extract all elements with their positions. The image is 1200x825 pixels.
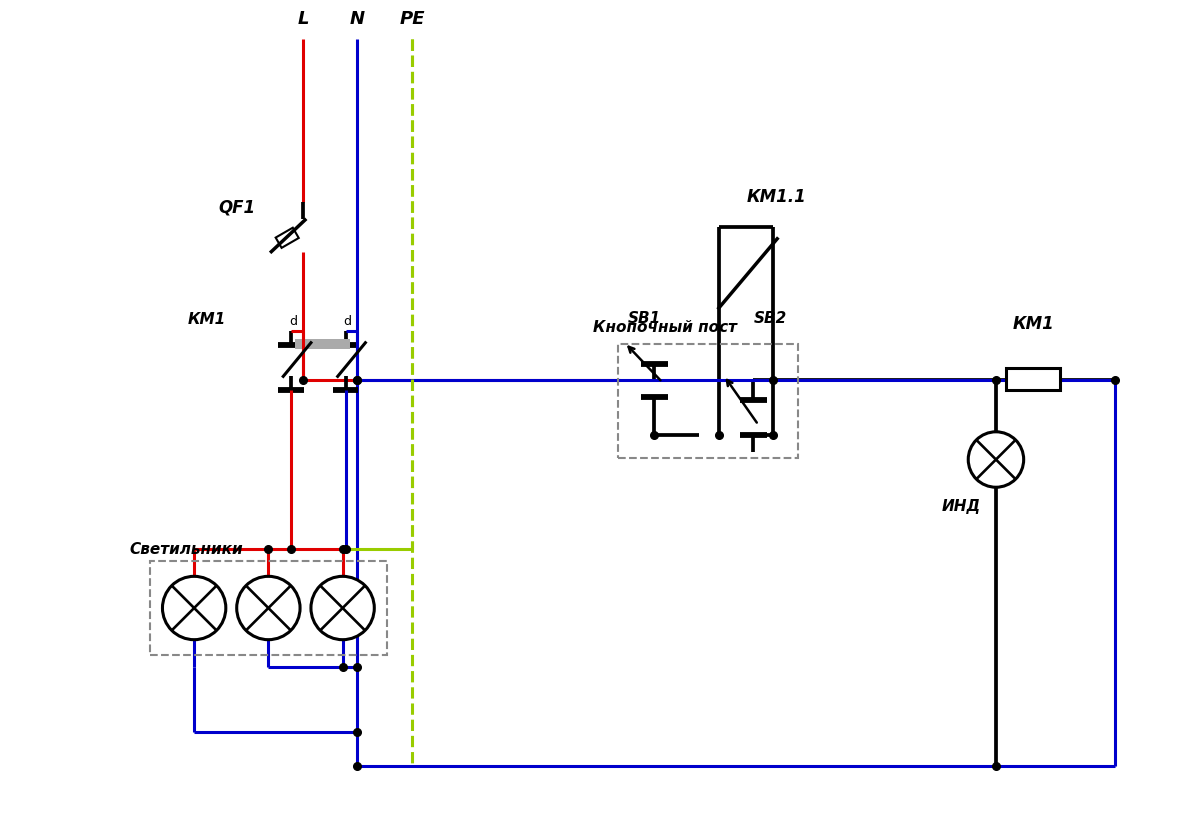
Text: N: N [350, 10, 365, 28]
Text: ИНД: ИНД [942, 499, 980, 514]
Text: Светильники: Светильники [130, 541, 244, 557]
Bar [1006, 369, 1061, 390]
Circle shape [311, 577, 374, 639]
Circle shape [968, 431, 1024, 488]
Text: SB2: SB2 [754, 311, 787, 326]
Text: d: d [343, 315, 352, 328]
Text: Кнопочный пост: Кнопочный пост [593, 320, 737, 335]
Circle shape [162, 577, 226, 639]
Text: PE: PE [400, 10, 425, 28]
Text: КМ1.1: КМ1.1 [746, 188, 806, 206]
Text: SB1: SB1 [628, 311, 661, 326]
Text: d: d [289, 315, 298, 328]
Text: КМ1: КМ1 [187, 312, 226, 327]
Text: QF1: QF1 [218, 198, 256, 216]
Text: L: L [298, 10, 308, 28]
Text: КМ1: КМ1 [1013, 315, 1054, 332]
Circle shape [236, 577, 300, 639]
